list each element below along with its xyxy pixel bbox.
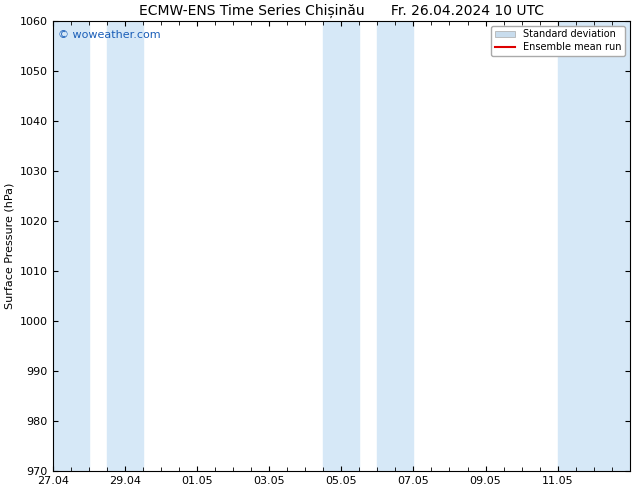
Bar xyxy=(377,21,413,471)
Y-axis label: Surface Pressure (hPa): Surface Pressure (hPa) xyxy=(4,183,14,309)
Text: © woweather.com: © woweather.com xyxy=(58,30,161,40)
Title: ECMW-ENS Time Series Chișinău      Fr. 26.04.2024 10 UTC: ECMW-ENS Time Series Chișinău Fr. 26.04.… xyxy=(139,4,544,18)
Bar xyxy=(323,21,359,471)
Bar xyxy=(53,21,89,471)
Bar xyxy=(107,21,143,471)
Legend: Standard deviation, Ensemble mean run: Standard deviation, Ensemble mean run xyxy=(491,25,625,56)
Bar xyxy=(558,21,630,471)
